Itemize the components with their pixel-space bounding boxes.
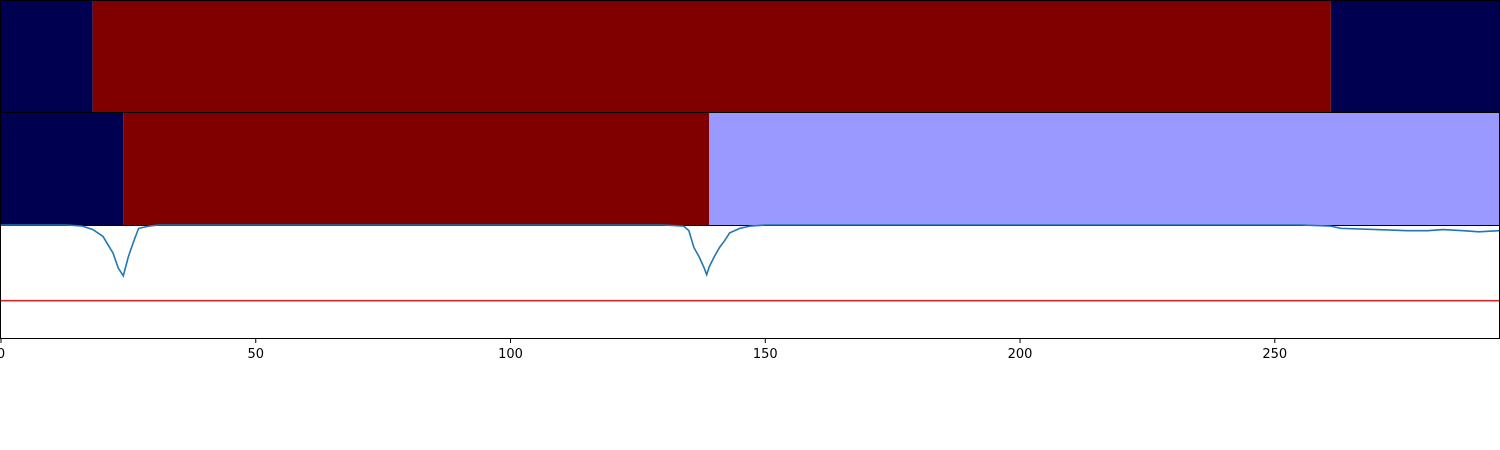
segment-1-0 [1, 113, 124, 225]
segment-row-middle [0, 112, 1500, 226]
x-tick-label-150: 150 [753, 347, 778, 362]
signal-panel-frame [0, 225, 1500, 339]
segment-1-2 [709, 113, 1499, 225]
signal-line [1, 224, 1500, 278]
x-tick-label-50: 50 [247, 347, 264, 362]
segment-1-1 [123, 113, 710, 225]
x-axis: 0 50 100 150 200 250 [0, 338, 1287, 362]
signal-panel [0, 224, 1500, 339]
segment-row-top [0, 0, 1500, 113]
segment-0-2 [1330, 1, 1499, 112]
x-tick-label-0: 0 [0, 347, 5, 362]
segment-0-1 [92, 1, 1331, 112]
segment-0-0 [1, 1, 93, 112]
x-tick-label-100: 100 [498, 347, 523, 362]
x-tick-label-250: 250 [1262, 347, 1287, 362]
x-tick-label-200: 200 [1008, 347, 1033, 362]
